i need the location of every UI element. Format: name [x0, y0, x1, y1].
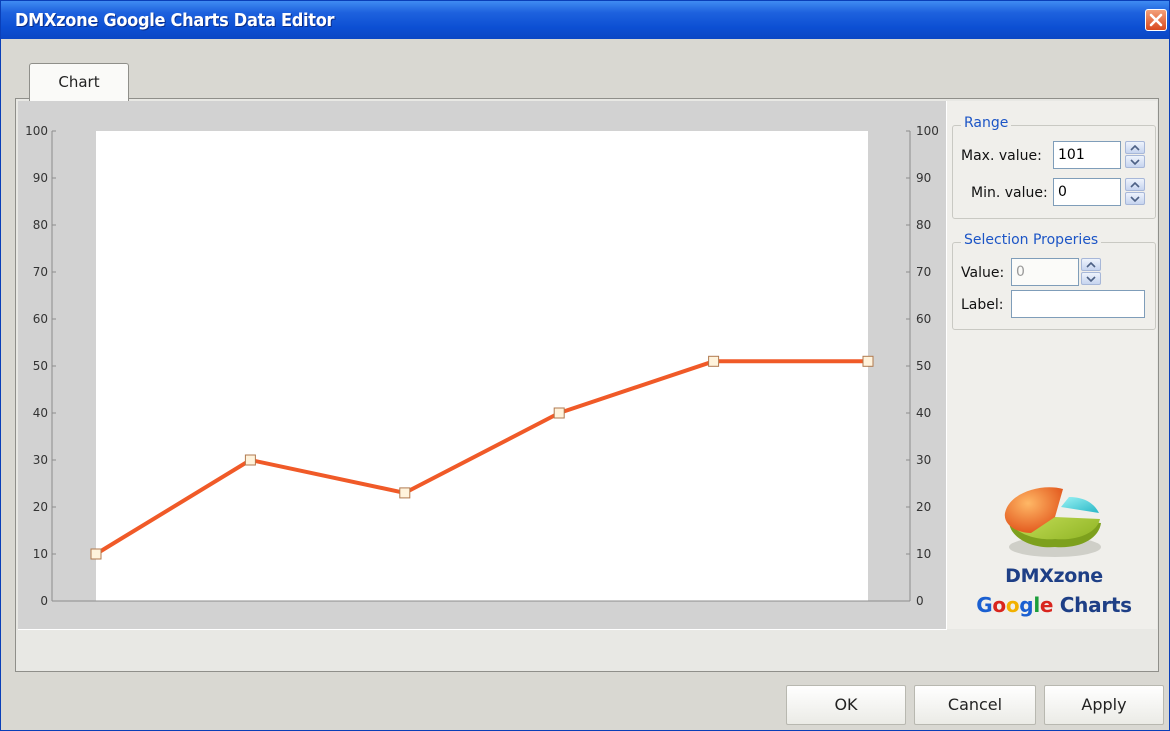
plot-background	[96, 131, 868, 601]
y-tick-label-left: 60	[33, 312, 48, 326]
logo-charts-text: Charts	[1053, 593, 1132, 617]
pie-chart-logo-icon	[1004, 487, 1101, 557]
data-point	[399, 487, 411, 499]
selection-value-spinner[interactable]	[1081, 258, 1101, 286]
chevron-down-icon	[1130, 159, 1140, 165]
y-tick-label-left: 80	[33, 218, 48, 232]
logo-letter: o	[992, 593, 1006, 617]
window-title: DMXzone Google Charts Data Editor	[15, 10, 335, 31]
close-button[interactable]	[1145, 9, 1167, 31]
y-tick-label-left: 70	[33, 265, 48, 279]
chevron-down-icon	[1130, 196, 1140, 202]
cancel-button[interactable]: Cancel	[914, 685, 1036, 725]
y-tick-label-right: 30	[916, 453, 931, 467]
chevron-up-icon	[1130, 182, 1140, 188]
selection-label-input[interactable]	[1011, 290, 1145, 318]
y-tick-label-right: 80	[916, 218, 931, 232]
data-point	[708, 355, 720, 367]
apply-button[interactable]: Apply	[1044, 685, 1164, 725]
y-tick-label-left: 40	[33, 406, 48, 420]
y-tick-label-right: 90	[916, 171, 931, 185]
chevron-up-icon	[1086, 262, 1096, 268]
min-value-label: Min. value:	[971, 185, 1048, 201]
min-value-up-button[interactable]	[1125, 178, 1145, 191]
max-value-down-button[interactable]	[1125, 155, 1145, 168]
y-tick-label-right: 10	[916, 547, 931, 561]
tab-chart[interactable]: Chart	[29, 63, 129, 101]
series-line	[94, 359, 870, 556]
close-icon	[1149, 13, 1163, 27]
y-tick-label-left: 90	[33, 171, 48, 185]
max-value-spinner[interactable]	[1125, 141, 1145, 169]
title-bar[interactable]: DMXzone Google Charts Data Editor	[1, 1, 1169, 39]
y-tick-label-right: 60	[916, 312, 931, 326]
y-tick-label-right: 70	[916, 265, 931, 279]
data-point	[244, 454, 256, 466]
chevron-down-icon	[1086, 276, 1096, 282]
selection-group: Selection Properies Value: Label:	[952, 232, 1156, 330]
min-value-down-button[interactable]	[1125, 192, 1145, 205]
max-value-up-button[interactable]	[1125, 141, 1145, 154]
y-tick-label-right: 20	[916, 500, 931, 514]
selection-legend: Selection Properies	[961, 232, 1102, 248]
y-tick-label-left: 20	[33, 500, 48, 514]
logo-letter: g	[1019, 593, 1034, 617]
status-strip	[16, 633, 1158, 671]
selection-value-label: Value:	[961, 265, 1005, 281]
selection-value-down-button[interactable]	[1081, 272, 1101, 285]
range-group: Range Max. value: Min. value:	[952, 115, 1156, 219]
logo-title: DMXzone	[1005, 565, 1103, 587]
max-value-input[interactable]	[1053, 141, 1121, 169]
range-legend: Range	[961, 115, 1012, 131]
line-chart[interactable]: 0 0 10 10 20 20 30 30 40 40 50 50 60 60 70 70 80 80 90 90 10…	[18, 101, 946, 629]
logo-letter: G	[976, 593, 993, 617]
data-point	[862, 355, 874, 367]
selection-value-input[interactable]	[1011, 258, 1079, 286]
dmxzone-logo: DMXzone Google Charts	[969, 477, 1139, 622]
data-point	[553, 407, 565, 419]
y-tick-label-left: 10	[33, 547, 48, 561]
selection-value-up-button[interactable]	[1081, 258, 1101, 271]
min-value-input[interactable]	[1053, 178, 1121, 206]
logo-letter: l	[1033, 593, 1040, 617]
y-tick-label-right: 50	[916, 359, 931, 373]
y-tick-label-right: 100	[916, 124, 939, 138]
logo-subtitle: Google Charts	[969, 593, 1139, 617]
logo-letter: e	[1039, 593, 1054, 617]
max-value-label: Max. value:	[961, 148, 1042, 164]
y-tick-label-left: 0	[40, 594, 48, 608]
y-tick-label-right: 40	[916, 406, 931, 420]
y-tick-label-left: 50	[33, 359, 48, 373]
chart-area[interactable]: 0 0 10 10 20 20 30 30 40 40 50 50 60 60 70 70 80 80 90 90 10…	[18, 101, 947, 630]
selection-label-label: Label:	[961, 297, 1004, 313]
data-point	[90, 548, 102, 560]
logo-letter: o	[1005, 593, 1020, 617]
min-value-spinner[interactable]	[1125, 178, 1145, 206]
chevron-up-icon	[1130, 145, 1140, 151]
y-tick-label-left: 100	[25, 124, 48, 138]
y-tick-label-right: 0	[916, 594, 924, 608]
ok-button[interactable]: OK	[786, 685, 906, 725]
y-tick-label-left: 30	[33, 453, 48, 467]
